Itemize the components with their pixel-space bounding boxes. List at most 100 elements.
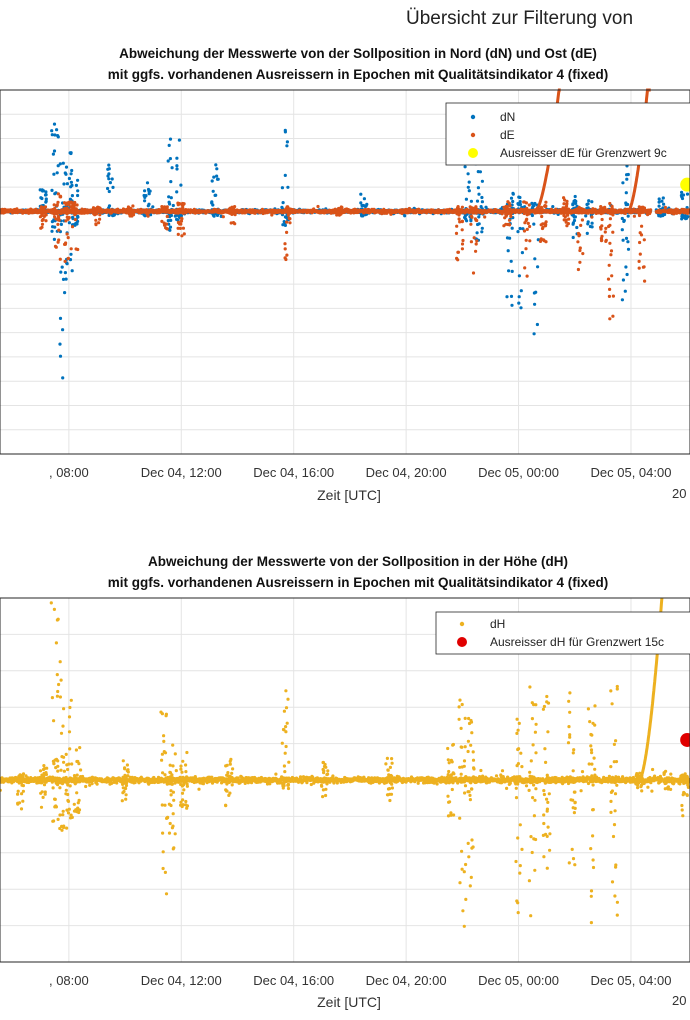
data-point — [64, 172, 68, 176]
data-point — [480, 179, 484, 183]
data-point — [112, 213, 116, 217]
data-point — [215, 167, 219, 171]
data-point — [64, 165, 69, 169]
data-point — [461, 238, 465, 243]
data-point — [143, 199, 147, 203]
data-point — [460, 219, 464, 223]
data-point — [288, 217, 292, 221]
data-point — [181, 202, 185, 206]
data-point — [518, 195, 522, 200]
data-point — [70, 183, 74, 187]
data-point — [680, 196, 685, 201]
data-point — [55, 171, 59, 175]
data-point — [175, 164, 179, 168]
data-point — [63, 271, 67, 275]
data-point — [657, 200, 661, 204]
data-point — [182, 232, 186, 236]
data-point — [61, 161, 65, 165]
data-point — [53, 133, 57, 137]
data-point — [66, 257, 70, 261]
data-point — [285, 144, 289, 148]
data-point — [73, 213, 77, 217]
data-point — [663, 205, 668, 209]
data-point — [283, 247, 287, 251]
data-point — [56, 211, 60, 215]
data-point — [466, 172, 470, 176]
data-point — [511, 191, 515, 195]
data-point — [97, 206, 101, 210]
data-point — [166, 219, 170, 223]
data-point — [61, 209, 65, 213]
data-point — [175, 167, 179, 171]
data-point — [473, 217, 477, 221]
data-point — [168, 137, 173, 141]
data-point — [460, 247, 464, 251]
data-point — [66, 217, 70, 221]
data-point — [474, 249, 478, 253]
figure-suptitle: Übersicht zur Filterung von — [406, 8, 634, 29]
data-point — [76, 189, 80, 193]
data-point — [62, 201, 67, 205]
data-point — [626, 247, 631, 251]
data-point — [520, 251, 525, 255]
data-point — [176, 201, 180, 205]
data-point — [316, 204, 320, 209]
data-point — [160, 207, 164, 211]
data-point — [657, 197, 661, 201]
data-point — [624, 236, 629, 240]
data-point — [67, 221, 71, 225]
data-point — [624, 265, 628, 269]
data-point — [69, 247, 73, 251]
data-point — [107, 177, 111, 181]
data-point — [625, 177, 629, 181]
data-point — [212, 175, 216, 179]
data-point — [626, 240, 630, 244]
data-point — [170, 166, 174, 170]
data-point — [480, 200, 484, 204]
data-point — [480, 230, 484, 234]
data-point — [283, 242, 287, 246]
data-point — [165, 227, 169, 231]
data-point — [505, 295, 509, 299]
data-point — [471, 271, 476, 275]
data-point — [270, 213, 274, 217]
data-point — [55, 204, 59, 208]
data-point — [179, 219, 184, 223]
data-point — [285, 253, 289, 257]
data-point — [632, 214, 637, 218]
data-point — [470, 210, 474, 214]
data-point — [477, 215, 481, 219]
data-point — [58, 342, 62, 346]
data-point — [517, 295, 521, 299]
data-point — [517, 274, 522, 278]
data-point — [50, 133, 54, 137]
data-point — [472, 206, 476, 210]
data-point — [575, 225, 579, 230]
data-point — [457, 213, 461, 217]
data-point — [460, 205, 464, 209]
data-point — [286, 205, 290, 209]
data-point — [657, 204, 661, 208]
data-point — [620, 298, 625, 302]
data-point — [590, 200, 594, 204]
data-point — [336, 210, 340, 214]
data-point — [60, 265, 64, 269]
data-point — [475, 239, 479, 243]
data-point — [284, 257, 288, 262]
data-point — [151, 205, 155, 209]
data-point — [460, 228, 464, 232]
data-point — [340, 207, 344, 211]
data-point — [70, 194, 74, 198]
data-point — [476, 222, 480, 227]
data-point — [516, 230, 520, 234]
data-point — [169, 196, 173, 200]
data-point — [71, 215, 75, 219]
data-point — [624, 191, 628, 195]
data-point — [39, 226, 43, 230]
data-point — [662, 202, 666, 206]
data-point — [509, 294, 514, 298]
chart1-plot-area — [0, 88, 690, 380]
data-point — [584, 214, 588, 218]
data-point — [214, 163, 218, 167]
data-point — [61, 277, 66, 281]
